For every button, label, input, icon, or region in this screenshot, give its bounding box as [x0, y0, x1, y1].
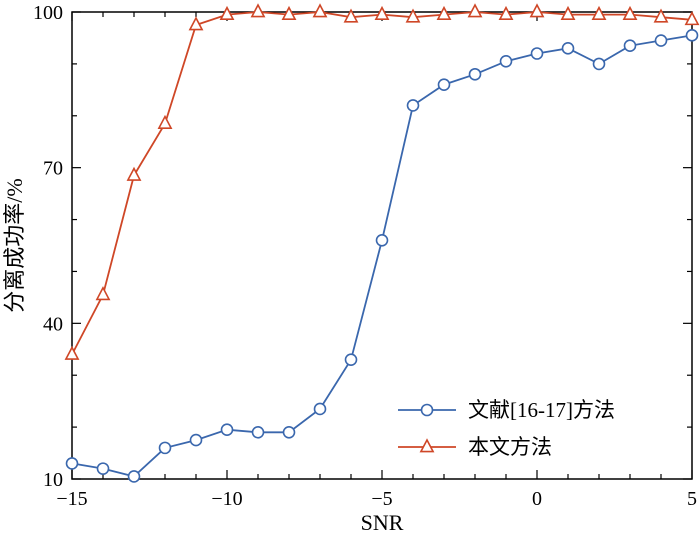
- circle-marker: [420, 403, 434, 417]
- circle-marker: [220, 423, 234, 437]
- circle-marker: [468, 67, 482, 81]
- triangle-marker: [374, 5, 390, 20]
- triangle-marker: [498, 5, 514, 20]
- circle-marker: [375, 234, 389, 247]
- circle-marker: [158, 441, 172, 455]
- triangle-marker: [405, 8, 421, 23]
- circle-marker: [437, 78, 451, 91]
- x-tick-label: −10: [211, 488, 242, 510]
- triangle-marker: [529, 3, 545, 18]
- y-tick-label: 10: [43, 469, 63, 491]
- circle-marker: [530, 47, 544, 60]
- y-axis-label: 分离成功率/%: [2, 178, 27, 312]
- x-tick-label: 0: [532, 488, 542, 510]
- circle-marker: [282, 425, 296, 439]
- x-axis-label: SNR: [361, 510, 404, 535]
- triangle-marker: [64, 345, 80, 360]
- circle-marker: [96, 462, 110, 475]
- y-tick-label: 100: [33, 2, 63, 24]
- circle-marker: [344, 353, 358, 366]
- circle-marker: [189, 433, 203, 447]
- triangle-marker: [219, 5, 235, 20]
- circle-marker: [251, 425, 265, 439]
- circle-marker: [313, 402, 327, 416]
- triangle-marker: [343, 8, 359, 23]
- circle-marker: [623, 39, 637, 53]
- triangle-marker: [157, 114, 173, 129]
- series-triangle: [64, 3, 700, 360]
- circle-marker: [127, 470, 141, 483]
- triangle-marker: [188, 16, 204, 31]
- circle-marker: [406, 99, 420, 112]
- triangle-marker: [560, 5, 576, 20]
- circle-marker: [499, 54, 513, 68]
- circle-marker: [685, 29, 699, 42]
- triangle-marker: [684, 11, 700, 26]
- legend-label: 本文方法: [468, 435, 552, 459]
- x-tick-label: −15: [56, 488, 87, 510]
- circle-marker: [561, 42, 575, 55]
- triangle-marker: [95, 286, 111, 301]
- x-tick-label: −5: [371, 488, 392, 510]
- legend-label: 文献[16-17]方法: [468, 398, 615, 422]
- triangle-marker: [312, 3, 328, 18]
- triangle-marker: [250, 3, 266, 18]
- triangle-marker: [622, 5, 638, 20]
- series-circle: [65, 29, 699, 483]
- y-tick-label: 70: [43, 158, 63, 180]
- triangle-marker: [436, 5, 452, 20]
- x-tick-label: 5: [687, 488, 697, 510]
- triangle-marker: [281, 5, 297, 20]
- triangle-marker: [419, 438, 435, 453]
- triangle-marker: [126, 166, 142, 181]
- circle-marker: [592, 57, 606, 71]
- y-tick-label: 40: [43, 313, 63, 335]
- circle-marker: [65, 457, 79, 470]
- circle-marker: [654, 34, 668, 47]
- triangle-marker: [653, 8, 669, 23]
- triangle-marker: [467, 3, 483, 18]
- triangle-marker: [591, 5, 607, 20]
